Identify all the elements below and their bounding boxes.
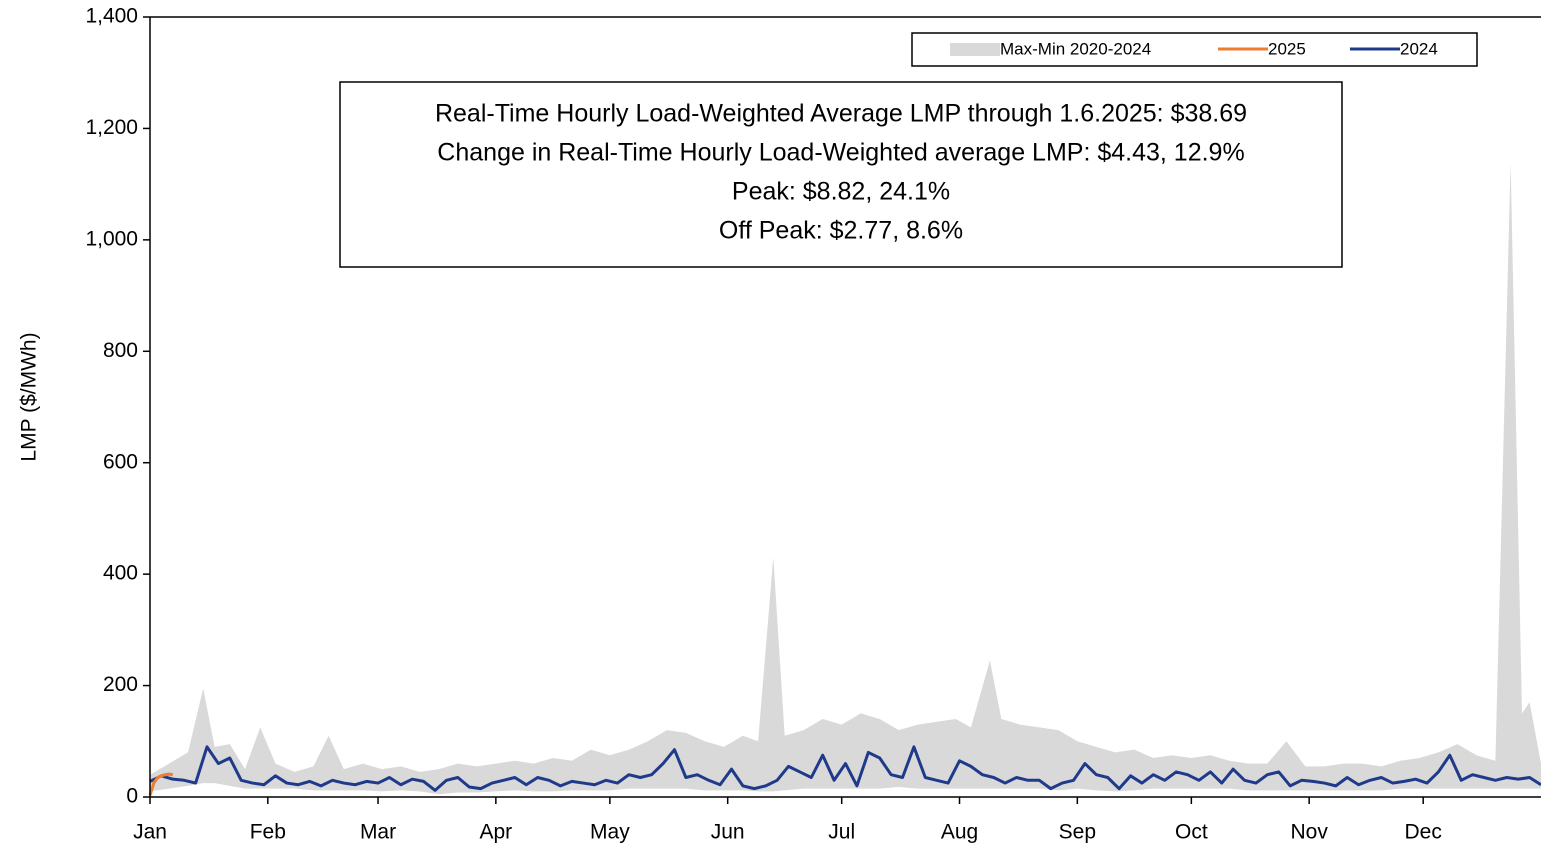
- series-line: [149, 745, 1541, 792]
- x-tick-label: Jan: [133, 821, 167, 844]
- y-tick-label: 0: [126, 785, 138, 808]
- annotation-box: [339, 81, 1343, 268]
- x-tick-label: Nov: [1290, 821, 1328, 844]
- x-tick-label: Oct: [1175, 821, 1208, 844]
- legend-box: [911, 32, 1478, 67]
- x-tick-label: Apr: [480, 821, 513, 844]
- x-tick-label: Jul: [828, 821, 855, 844]
- y-tick-label: 600: [103, 450, 138, 473]
- y-tick-label: 1,200: [85, 116, 138, 139]
- x-tick-label: Dec: [1405, 821, 1442, 844]
- y-axis-label: LMP ($/MWh): [18, 332, 41, 461]
- annotation: Off Peak: $2.77, 8.6%: [719, 217, 963, 245]
- x-tick-label: Aug: [941, 821, 978, 844]
- x-tick-label: Mar: [360, 821, 396, 844]
- series-line: [148, 772, 174, 796]
- annotation: Real-Time Hourly Load-Weighted Average L…: [435, 100, 1247, 128]
- annotation: Peak: $8.82, 24.1%: [732, 178, 950, 206]
- x-tick-label: May: [590, 821, 630, 844]
- legend-label: 2025: [1268, 39, 1306, 58]
- y-tick-label: 400: [103, 562, 138, 585]
- annotation: Change in Real-Time Hourly Load-Weighted…: [437, 139, 1244, 167]
- y-tick-label: 1,400: [85, 5, 138, 28]
- legend-swatch: [950, 43, 1000, 56]
- x-tick-label: Feb: [250, 821, 286, 844]
- y-tick-label: 200: [103, 673, 138, 696]
- legend-label: 2024: [1400, 39, 1438, 58]
- x-tick-label: Jun: [711, 821, 745, 844]
- x-tick-label: Sep: [1059, 821, 1096, 844]
- y-tick-label: 1,000: [85, 227, 138, 250]
- legend-label: Max-Min 2020-2024: [1000, 39, 1151, 58]
- y-tick-label: 800: [103, 339, 138, 362]
